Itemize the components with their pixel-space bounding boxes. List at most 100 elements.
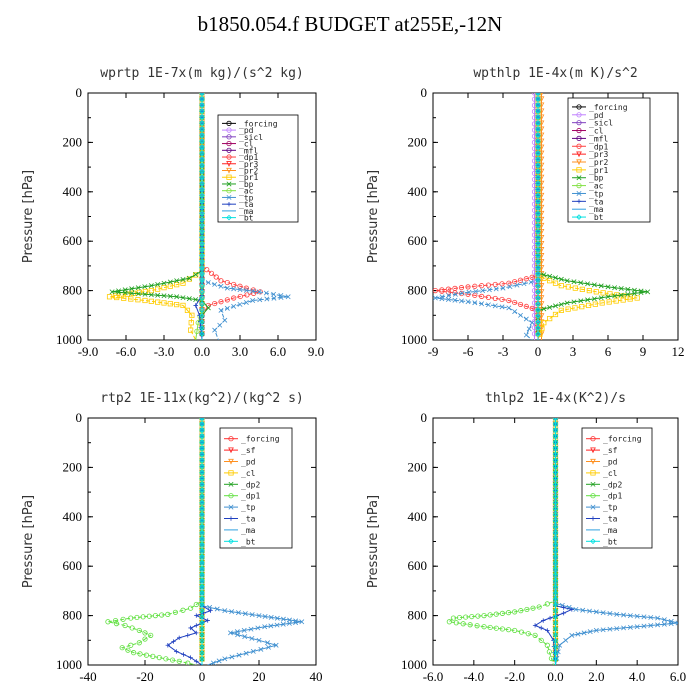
chart-title: thlp2 1E-4x(K^2)/s — [485, 391, 626, 406]
series-point-tp — [614, 611, 620, 617]
series-point-dp1 — [517, 277, 524, 283]
series-point-tp — [274, 615, 280, 621]
series-point-dp1 — [456, 614, 463, 621]
series-point-bt — [535, 204, 541, 211]
x-tick-label: -20 — [136, 669, 153, 684]
series-point-tp — [439, 294, 445, 300]
series-point-tp — [526, 326, 532, 332]
series-point-bt — [199, 108, 205, 114]
series-point-tp — [243, 287, 249, 293]
series-point-ta — [165, 643, 170, 648]
series-point-bt — [535, 289, 541, 295]
legend-entry: _ac — [239, 187, 254, 196]
series-point-bt — [535, 93, 541, 96]
series-point-bt — [199, 589, 205, 596]
series-point-bt — [199, 644, 205, 650]
chart-title: rtp2 1E-11x(kg^2)/(kg^2 s) — [100, 391, 304, 406]
series-point-bt — [199, 138, 205, 144]
series-point-bp — [174, 278, 180, 284]
series-point-bt — [535, 331, 541, 337]
series-point-bt — [199, 608, 205, 614]
series-point-bp — [564, 278, 570, 284]
series-point-dp1 — [120, 616, 126, 622]
series-point-bt — [199, 252, 205, 259]
series-point-bp — [116, 289, 122, 295]
series-point-tp — [237, 301, 243, 307]
series-point-pr1 — [634, 295, 640, 301]
series-point-tp — [507, 284, 513, 290]
series-point-dp1 — [512, 627, 518, 634]
series-point-dp1 — [445, 286, 451, 292]
series-point-tp — [231, 286, 237, 292]
series-point-dp1 — [137, 651, 143, 657]
series-point-tp — [627, 624, 633, 630]
series-point-tp — [222, 317, 228, 323]
series-point-bp — [625, 291, 631, 297]
legend-entry: _mfl — [239, 146, 258, 155]
series-point-bt — [552, 517, 559, 524]
series-point-bp — [186, 296, 192, 302]
legend-entry: _tp — [603, 503, 618, 512]
series-point-bt — [552, 418, 559, 421]
series-point-ta — [208, 608, 213, 613]
legend-marker — [590, 458, 596, 465]
series-point-tp — [569, 632, 575, 638]
series-point-tp — [675, 620, 678, 626]
series-point-bp — [180, 295, 186, 301]
series-point-bt — [199, 421, 205, 427]
x-tick-label: -6.0 — [423, 669, 444, 684]
legend-entry: _pd — [241, 458, 256, 467]
series-point-bp — [618, 286, 624, 292]
series-point-dp1 — [524, 606, 530, 613]
x-tick-label: 6.0 — [670, 669, 686, 684]
series-point-tp — [218, 307, 224, 313]
series-point-bt — [199, 614, 205, 620]
series-point-pr1 — [180, 280, 186, 286]
series-point-bt — [552, 475, 559, 482]
legend-entry: _cl — [239, 140, 254, 149]
series-point-bt — [535, 120, 541, 126]
series-point-bt — [552, 565, 559, 572]
y-tick-label: 800 — [408, 608, 428, 623]
series-point-tp — [479, 301, 485, 307]
series-point-tp — [248, 626, 254, 632]
series-point-tp — [514, 282, 520, 288]
series-point-pd — [531, 189, 538, 195]
series-point-dp1 — [544, 642, 550, 648]
legend-entry: _ta — [241, 515, 256, 524]
series-point-tp — [587, 629, 593, 635]
series-point-dp1 — [113, 621, 120, 627]
series-point-dp1 — [487, 612, 493, 618]
legend-entry: _tp — [589, 189, 604, 198]
series-point-tp — [293, 618, 299, 624]
series-point-bt — [535, 96, 541, 102]
y-tick-label: 400 — [63, 184, 83, 199]
series-point-bp — [645, 289, 651, 295]
series-point-dp1 — [176, 658, 182, 664]
x-tick-label: -2.0 — [504, 669, 525, 684]
series-point-bt — [552, 421, 559, 427]
series-point-bt — [199, 144, 205, 150]
series-point-bp — [547, 273, 553, 279]
legend-marker — [228, 516, 234, 521]
series-point-bt — [535, 132, 541, 138]
series-point-bt — [535, 270, 541, 277]
legend-marker — [228, 470, 234, 476]
series-point-dp1 — [128, 615, 134, 621]
series-point-bt — [535, 162, 541, 169]
series-point-bt — [552, 511, 559, 518]
series-point-dp1 — [445, 289, 451, 295]
legend-marker — [576, 104, 582, 110]
series-point-tp — [614, 626, 620, 632]
series-point-bp — [155, 281, 161, 287]
series-point-dp1 — [512, 299, 518, 306]
legend-entry: _tp — [241, 503, 256, 512]
series-point-dp1 — [257, 289, 263, 295]
series-point-bt — [552, 553, 559, 560]
series-point-dp1 — [165, 611, 171, 617]
series-point-tp — [237, 287, 243, 293]
series-point-dp1 — [472, 292, 478, 298]
series-point-bt — [199, 331, 205, 337]
legend-entry: _cl — [241, 469, 256, 478]
series-point-bt — [535, 102, 541, 108]
